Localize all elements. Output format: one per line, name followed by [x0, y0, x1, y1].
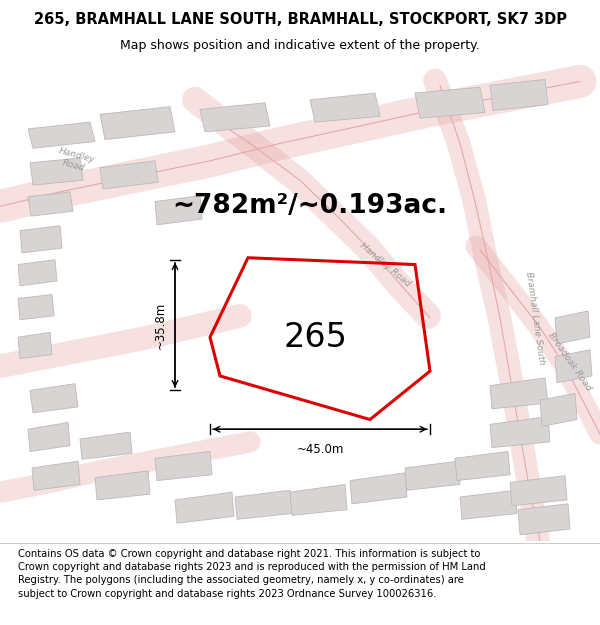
Polygon shape — [200, 102, 270, 132]
Polygon shape — [490, 378, 548, 409]
Polygon shape — [175, 492, 234, 523]
Text: Handley Road: Handley Road — [358, 241, 412, 288]
Polygon shape — [95, 471, 150, 500]
Polygon shape — [555, 311, 590, 344]
Polygon shape — [28, 192, 73, 216]
Polygon shape — [20, 226, 62, 253]
Polygon shape — [155, 451, 212, 481]
Polygon shape — [540, 393, 577, 426]
Text: 265, BRAMHALL LANE SOUTH, BRAMHALL, STOCKPORT, SK7 3DP: 265, BRAMHALL LANE SOUTH, BRAMHALL, STOC… — [34, 12, 566, 28]
Polygon shape — [30, 158, 83, 185]
Polygon shape — [405, 461, 460, 490]
Text: Map shows position and indicative extent of the property.: Map shows position and indicative extent… — [120, 39, 480, 52]
Polygon shape — [510, 476, 567, 506]
Polygon shape — [490, 417, 550, 447]
Text: Broadoak Road: Broadoak Road — [547, 331, 593, 392]
Polygon shape — [290, 484, 347, 516]
Text: ~782m²/~0.193ac.: ~782m²/~0.193ac. — [172, 193, 448, 219]
Text: ~45.0m: ~45.0m — [296, 442, 344, 456]
Polygon shape — [18, 260, 57, 286]
Polygon shape — [518, 504, 570, 535]
Polygon shape — [155, 196, 202, 225]
Text: 265: 265 — [284, 321, 347, 354]
Polygon shape — [555, 350, 592, 382]
Text: ~35.8m: ~35.8m — [154, 301, 167, 349]
Polygon shape — [350, 472, 407, 504]
Polygon shape — [32, 461, 80, 490]
Polygon shape — [100, 107, 175, 139]
Polygon shape — [28, 422, 70, 451]
Text: Contains OS data © Crown copyright and database right 2021. This information is : Contains OS data © Crown copyright and d… — [18, 549, 486, 599]
Polygon shape — [18, 332, 52, 359]
Polygon shape — [18, 294, 54, 320]
Text: Handley
Road: Handley Road — [55, 147, 95, 175]
Polygon shape — [235, 490, 292, 519]
Polygon shape — [310, 93, 380, 122]
Polygon shape — [80, 432, 132, 459]
Polygon shape — [28, 122, 95, 148]
Polygon shape — [490, 79, 548, 111]
Polygon shape — [460, 490, 517, 519]
Polygon shape — [415, 88, 485, 118]
Polygon shape — [455, 451, 510, 481]
Text: Bramhall Lane South: Bramhall Lane South — [524, 271, 546, 365]
Polygon shape — [30, 384, 78, 412]
Polygon shape — [100, 161, 158, 189]
